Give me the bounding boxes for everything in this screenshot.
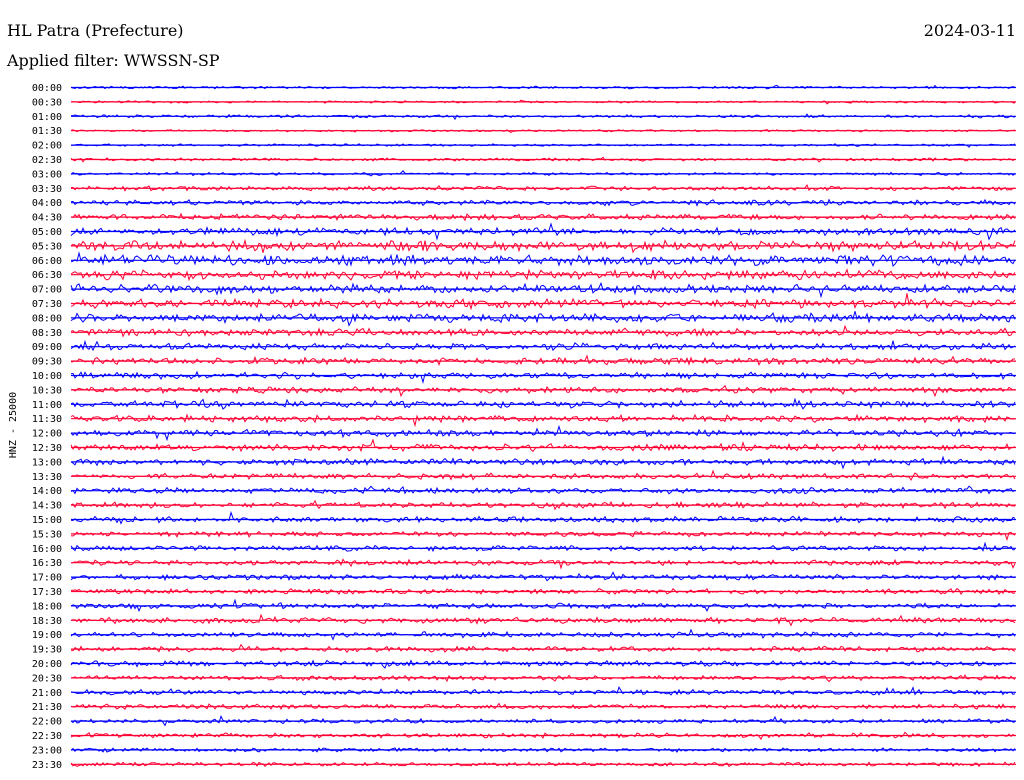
tick-label-1330: 13:30 <box>32 472 62 483</box>
tick-label-1630: 16:30 <box>32 558 62 569</box>
trace-1500 <box>70 510 1016 525</box>
trace-1300 <box>70 455 1016 470</box>
trace-0930 <box>70 354 1015 366</box>
chart-date: 2024-03-11 <box>924 21 1016 40</box>
trace-1330 <box>70 469 1016 482</box>
trace-1230 <box>70 438 1016 453</box>
tick-label-1930: 19:30 <box>32 645 62 656</box>
tick-label-0500: 05:00 <box>32 227 62 238</box>
trace-1130 <box>70 413 1016 428</box>
tick-label-0200: 02:00 <box>32 141 62 152</box>
tick-label-0700: 07:00 <box>32 285 62 296</box>
tick-label-1230: 12:30 <box>32 443 62 454</box>
tick-label-2200: 22:00 <box>32 717 62 728</box>
chart-subtitle: Applied filter: WWSSN-SP <box>6 51 220 70</box>
tick-label-0930: 09:30 <box>32 357 62 368</box>
tick-label-1030: 10:30 <box>32 385 62 396</box>
trace-1000 <box>70 370 1016 384</box>
trace-1430 <box>70 499 1016 511</box>
tick-label-1530: 15:30 <box>32 529 62 540</box>
y-axis-label: HNZ - 25000 <box>8 392 19 458</box>
tick-label-1100: 11:00 <box>32 400 62 411</box>
tick-label-0800: 08:00 <box>32 313 62 324</box>
tick-label-2300: 23:00 <box>32 745 62 756</box>
trace-0900 <box>70 339 1016 352</box>
trace-1530 <box>70 530 1016 542</box>
tick-label-1500: 15:00 <box>32 515 62 526</box>
trace-2100 <box>70 686 1016 696</box>
tick-label-0300: 03:00 <box>32 169 62 180</box>
tick-label-1700: 17:00 <box>32 573 62 584</box>
trace-0730 <box>70 293 1016 311</box>
tick-label-0400: 04:00 <box>32 198 62 209</box>
tick-label-2000: 20:00 <box>32 659 62 670</box>
tick-label-0000: 00:00 <box>32 83 62 94</box>
tick-label-0330: 03:30 <box>32 184 62 195</box>
tick-label-2100: 21:00 <box>32 688 62 699</box>
tick-label-1900: 19:00 <box>32 630 62 641</box>
tick-label-0530: 05:30 <box>32 241 62 252</box>
trace-1030 <box>70 384 1016 398</box>
tick-label-1200: 12:00 <box>32 429 62 440</box>
tick-label-1600: 16:00 <box>32 544 62 555</box>
tick-label-0230: 02:30 <box>32 155 62 166</box>
chart-title: HL Patra (Prefecture) <box>7 21 184 40</box>
trace-1830 <box>70 613 1016 627</box>
tick-label-1430: 14:30 <box>32 501 62 512</box>
trace-1400 <box>70 485 1016 495</box>
tick-label-2330: 23:30 <box>32 760 62 771</box>
trace-0700 <box>70 281 1016 299</box>
tick-label-0900: 09:00 <box>32 342 62 353</box>
tick-label-2130: 21:30 <box>32 702 62 713</box>
trace-0600 <box>70 251 1016 267</box>
tick-label-1300: 13:00 <box>32 457 62 468</box>
tick-label-0430: 04:30 <box>32 213 62 224</box>
tick-label-0100: 01:00 <box>32 112 62 123</box>
trace-2230 <box>70 731 1016 741</box>
tick-label-0130: 01:30 <box>32 126 62 137</box>
tick-label-2030: 20:30 <box>32 673 62 684</box>
trace-0830 <box>70 324 1016 338</box>
tick-label-1800: 18:00 <box>32 601 62 612</box>
trace-0630 <box>70 268 1016 282</box>
tick-label-0830: 08:30 <box>32 328 62 339</box>
tick-label-0600: 06:00 <box>32 256 62 267</box>
tick-label-1400: 14:00 <box>32 486 62 497</box>
tick-label-1000: 10:00 <box>32 371 62 382</box>
trace-1200 <box>70 424 1016 442</box>
tick-label-0630: 06:30 <box>32 270 62 281</box>
trace-rows: 00:00 00:30 01:00 01:30 02:00 02:30 03:00 03:30… <box>32 83 1016 771</box>
trace-0530 <box>70 238 1016 254</box>
trace-1600 <box>70 541 1016 553</box>
tick-label-1130: 11:30 <box>32 414 62 425</box>
tick-label-1830: 18:30 <box>32 616 62 627</box>
tick-label-0030: 00:30 <box>32 97 62 108</box>
tick-label-0730: 07:30 <box>32 299 62 310</box>
tick-label-2230: 22:30 <box>32 731 62 742</box>
trace-2000 <box>70 659 1016 669</box>
trace-0430 <box>70 212 1016 222</box>
trace-1630 <box>70 558 1016 570</box>
tick-label-1730: 17:30 <box>32 587 62 598</box>
